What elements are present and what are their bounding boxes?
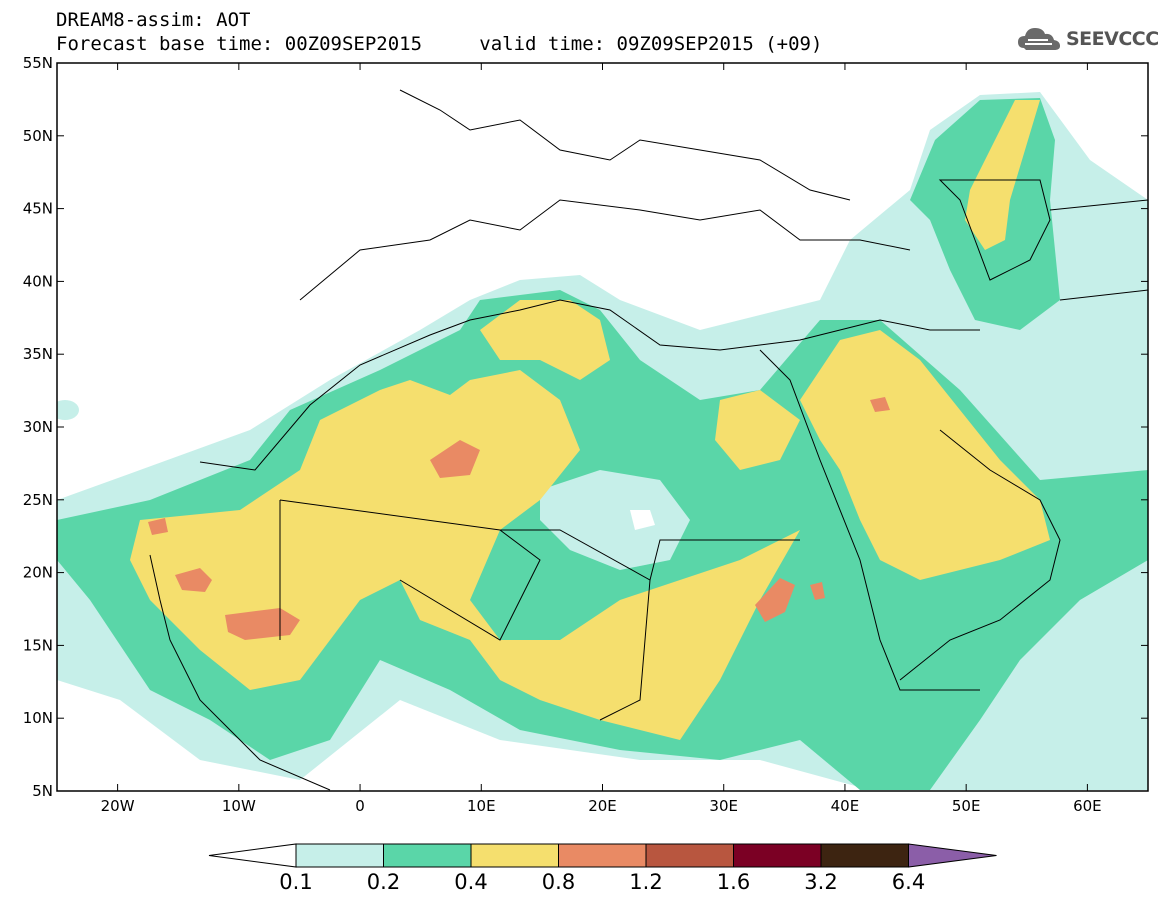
colorbar-label: 0.2 <box>367 870 400 894</box>
logo-text: SEEVCCC <box>1066 28 1159 50</box>
colorbar-label: 1.2 <box>629 870 662 894</box>
colorbar-box <box>645 843 734 868</box>
colorbar-box <box>820 843 909 868</box>
colorbar-box <box>558 843 647 868</box>
lat-label: 25N <box>23 491 53 509</box>
coastlines <box>149 89 1148 791</box>
lat-label: 55N <box>23 54 53 72</box>
lon-label: 40E <box>831 797 860 815</box>
lat-label: 50N <box>23 127 53 145</box>
colorbar-label: 1.6 <box>717 870 750 894</box>
colorbar-box <box>295 843 384 868</box>
colorbar-under-triangle <box>208 843 297 868</box>
lon-label: 0 <box>355 797 365 815</box>
lat-label: 30N <box>23 418 53 436</box>
forecast-base-time: Forecast base time: 00Z09SEP2015 <box>56 33 423 55</box>
lat-label: 40N <box>23 272 53 290</box>
lat-label: 5N <box>32 782 53 800</box>
chart-subtitle: Forecast base time: 00Z09SEP2015 valid t… <box>56 34 822 54</box>
colorbar-over-triangle <box>908 843 997 868</box>
lon-axis: 20W 10W 0 10E 20E 30E 40E 50E 60E <box>101 63 1102 815</box>
lat-axis: 55N 50N 45N 40N 35N 30N 25N 20N 15N 10N 5N <box>23 54 1148 800</box>
lon-label: 10W <box>222 797 256 815</box>
chart-title: DREAM8-assim: AOT <box>56 9 251 31</box>
colorbar-box <box>383 843 472 868</box>
colorbar-label: 0.4 <box>454 870 487 894</box>
colorbar-label: 0.1 <box>279 870 312 894</box>
valid-time: valid time: 09Z09SEP2015 (+09) <box>479 33 823 55</box>
colorbar-box <box>470 843 559 868</box>
lat-label: 20N <box>23 564 53 582</box>
colorbar-label: 0.8 <box>542 870 575 894</box>
aot-shading <box>57 92 1148 790</box>
lat-label: 35N <box>23 345 53 363</box>
colorbar-box <box>733 843 822 868</box>
lat-label: 10N <box>23 709 53 727</box>
lon-label: 10E <box>467 797 496 815</box>
cloud-icon <box>1018 28 1060 50</box>
colorbar-label: 6.4 <box>892 870 925 894</box>
lon-label: 20W <box>101 797 135 815</box>
colorbar: 0.1 0.2 0.4 0.8 1.2 1.6 3.2 6.4 <box>208 843 997 894</box>
lon-label: 50E <box>952 797 981 815</box>
lon-label: 20E <box>588 797 617 815</box>
colorbar-label: 3.2 <box>804 870 837 894</box>
lat-label: 15N <box>23 636 53 654</box>
lon-label: 60E <box>1073 797 1102 815</box>
lat-label: 45N <box>23 200 53 218</box>
lon-label: 30E <box>709 797 738 815</box>
